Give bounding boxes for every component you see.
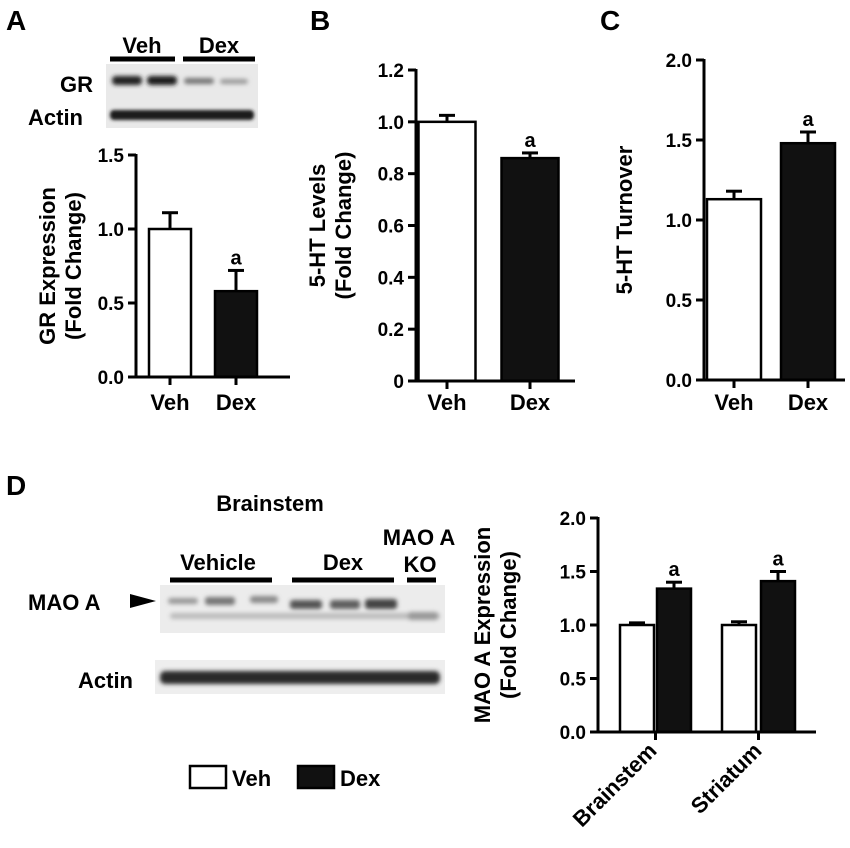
- blot-d-group-vehicle: Vehicle: [180, 550, 256, 575]
- chart-b: a 0 0.2 0.4 0.6 0.8 1.0 1.2 Veh Dex 5-HT Levels (Fo…: [305, 61, 575, 415]
- blot-a-row-gr: GR: [60, 72, 93, 97]
- chart-d-ytick-label-3: 1.5: [560, 563, 587, 584]
- panel-letter-d: D: [6, 470, 26, 501]
- blot-d-row-maoa: MAO A: [28, 590, 101, 615]
- chart-d-bar-0-1: [655, 587, 693, 734]
- chart-a-ytick-label-0: 0.0: [98, 368, 124, 389]
- chart-c-ytick-label-2: 1.0: [666, 211, 692, 232]
- chart-c-bar-0: [705, 197, 763, 382]
- blot-d-row-actin: Actin: [78, 668, 133, 693]
- chart-d-ylabel-line-1: (Fold Change): [496, 551, 521, 699]
- chart-d-ytick-label-0: 0.0: [560, 723, 586, 744]
- panel-letter-a: A: [6, 5, 26, 36]
- chart-b-ytick-label-6: 1.2: [378, 61, 404, 82]
- blot-d-group-ko: KO: [404, 552, 437, 577]
- chart-c-ytick-label-0: 0.0: [666, 371, 692, 392]
- chart-a-ylabel-line-0: GR Expression: [35, 187, 60, 345]
- blot-d-group-dex: Dex: [323, 550, 364, 575]
- blot-d-actin-bands: [160, 671, 440, 684]
- arrowhead-icon: [130, 594, 156, 608]
- legend-d: Veh Dex: [188, 764, 381, 791]
- chart-a-ylabel-line-1: (Fold Change): [61, 192, 86, 340]
- blot-d-group-maoa: MAO A: [383, 525, 456, 550]
- chart-a-ytick-label-3: 1.5: [98, 146, 125, 167]
- chart-c-category-label-0: Veh: [714, 390, 753, 415]
- chart-b-ytick-label-5: 1.0: [378, 113, 404, 134]
- chart-d-sig-1-1: a: [772, 549, 784, 571]
- chart-b-ytick-label-2: 0.4: [378, 268, 405, 289]
- blot-a-row-actin: Actin: [28, 105, 83, 130]
- panel-letter-b: B: [310, 5, 330, 36]
- chart-d: a a 0.0 0.5 1.0 1.5 2.0 Brainstem Striatum MAO A …: [470, 509, 816, 832]
- chart-d-bar-1-0: [720, 623, 758, 734]
- chart-c-ytick-label-3: 1.5: [666, 131, 693, 152]
- chart-c-ytick-label-1: 0.5: [666, 291, 693, 312]
- chart-d-category-label-0: Brainstem: [568, 738, 662, 832]
- chart-c-ylabel-line-0: 5-HT Turnover: [612, 145, 637, 294]
- chart-a-category-label-0: Veh: [150, 390, 189, 415]
- chart-d-bar-0-0: [618, 623, 656, 734]
- chart-a-sig-1: a: [230, 247, 242, 269]
- legend-label-veh: Veh: [232, 766, 271, 791]
- chart-d-ytick-label-1: 0.5: [560, 670, 587, 691]
- blot-a-group-veh: Veh: [122, 33, 161, 58]
- chart-b-ytick-label-0: 0: [393, 372, 404, 393]
- blot-a: Veh Dex GR Actin: [28, 33, 258, 130]
- legend-swatch-veh: [188, 764, 228, 790]
- chart-d-ytick-label-2: 1.0: [560, 616, 586, 637]
- chart-b-ytick-label-1: 0.2: [378, 320, 404, 341]
- chart-b-bar-0: [417, 120, 477, 383]
- blot-d: Brainstem Vehicle Dex MAO A KO MAO A Act…: [28, 491, 455, 694]
- chart-c-bar-1: [779, 141, 837, 382]
- chart-d-bar-1-1: [759, 579, 797, 734]
- chart-c-sig-1: a: [802, 109, 814, 131]
- chart-d-sig-0-1: a: [668, 559, 680, 581]
- chart-d-ytick-label-4: 2.0: [560, 509, 586, 530]
- blot-d-maoa-bands: [168, 596, 440, 620]
- chart-c: a 0.0 0.5 1.0 1.5 2.0 Veh Dex 5-HT Turnover: [612, 51, 845, 415]
- chart-b-bar-1: [500, 156, 560, 383]
- chart-a-bar-1: [213, 289, 259, 379]
- chart-b-ytick-label-3: 0.6: [378, 217, 404, 238]
- chart-a-category-label-1: Dex: [216, 390, 257, 415]
- chart-b-ytick-label-4: 0.8: [378, 165, 404, 186]
- chart-a: a 0.0 0.5 1.0 1.5 Veh Dex GR Expression (Fold Ch…: [35, 146, 290, 415]
- chart-a-ytick-label-2: 1.0: [98, 220, 124, 241]
- chart-c-ytick-label-4: 2.0: [666, 51, 692, 72]
- chart-d-ylabel-line-0: MAO A Expression: [470, 527, 495, 723]
- chart-b-category-label-1: Dex: [510, 390, 551, 415]
- chart-b-category-label-0: Veh: [427, 390, 466, 415]
- legend-label-dex: Dex: [340, 766, 381, 791]
- chart-c-category-label-1: Dex: [788, 390, 829, 415]
- blot-a-group-dex: Dex: [199, 33, 240, 58]
- chart-b-ylabel-line-0: 5-HT Levels: [305, 164, 330, 288]
- chart-b-ylabel-line-1: (Fold Change): [331, 152, 356, 300]
- legend-swatch-dex: [296, 764, 336, 790]
- chart-a-bar-0: [147, 227, 193, 379]
- blot-d-title: Brainstem: [216, 491, 324, 516]
- chart-a-ytick-label-1: 0.5: [98, 294, 125, 315]
- chart-b-sig-1: a: [524, 130, 536, 152]
- panel-letter-c: C: [600, 5, 620, 36]
- chart-d-category-label-1: Striatum: [686, 738, 767, 819]
- blot-a-gr-bands: [112, 76, 248, 85]
- blot-a-actin-bands: [110, 110, 254, 120]
